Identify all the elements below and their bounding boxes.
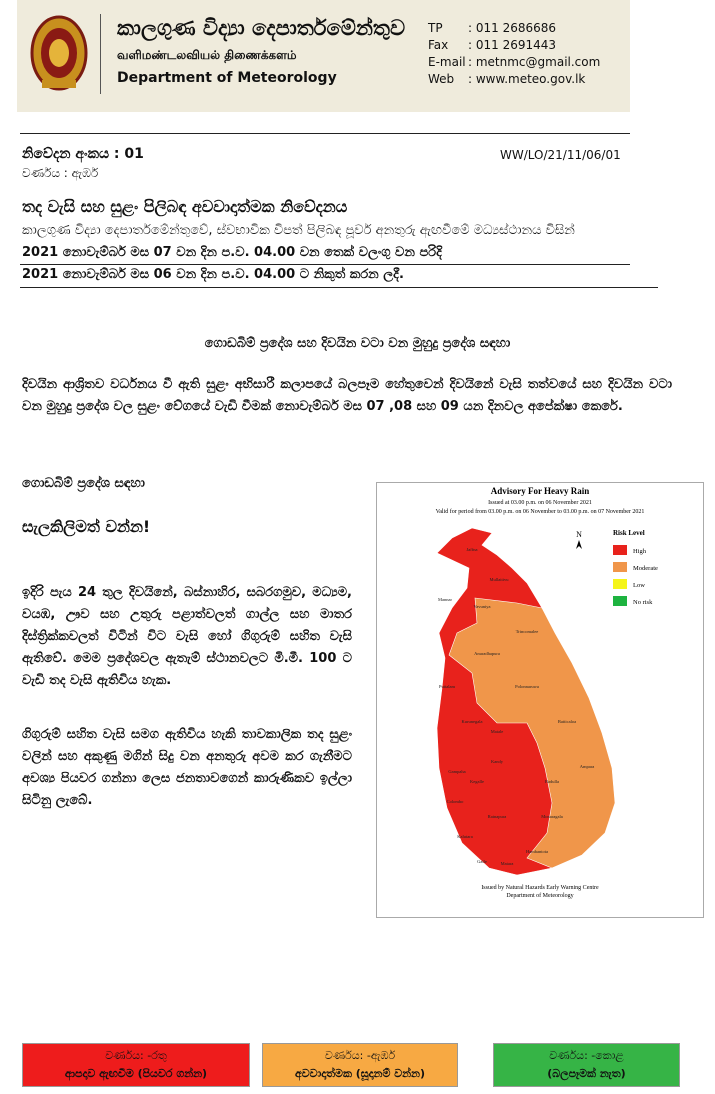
key-level: වර්ණය: -රතු	[105, 1049, 167, 1062]
district-label: Kandy	[491, 759, 504, 764]
map-footer: Issued by Natural Hazards Early Warning …	[481, 885, 599, 891]
contact-label: Web	[428, 72, 455, 86]
district-label: Gampaha	[448, 769, 465, 774]
district-label: Matara	[501, 861, 514, 866]
section-heading: ගොඩබිම් ප්‍රදේශ සහ දිවයින වටා වන මුහුදු …	[204, 336, 511, 351]
header-divider	[100, 14, 101, 94]
key-meaning: ආපදාව ඇඟවීම (පියවර ගන්න)	[64, 1067, 208, 1080]
contact-value: : 011 2686686	[468, 21, 557, 35]
map-valid: Valid for period from 03.00 p.m. on 06 N…	[436, 508, 645, 515]
notice-level: වර්ණය : ඇඹර්	[22, 166, 99, 180]
legend: High Moderate Low No risk	[613, 545, 658, 606]
alert: සැලකිලිමත් වන්න!	[22, 517, 151, 536]
legend-label: Low	[633, 582, 645, 589]
rule	[20, 264, 630, 265]
district-labels: Jaffna Mullaitivu Mannar Vavuniya Trincomale…	[438, 547, 594, 866]
notice-number: නිවේදන අංකය : 01	[22, 146, 144, 162]
dept-tamil: வளிமண்டலவியல் திணைக்களம்	[117, 48, 297, 62]
district-label: Kurunegala	[462, 719, 483, 724]
notice-line: 2021 නොවැම්බර් මස 07 වන දින ප.ව. 04.00 ව…	[22, 245, 442, 260]
header-band	[17, 0, 630, 112]
rule	[20, 133, 630, 134]
district-label: Kegalle	[470, 779, 484, 784]
contact-label: Fax	[428, 38, 449, 52]
key-box: වර්ණය: -ඇඹර් අවවාදාත්මක (සූදානම් වන්න)	[262, 1043, 458, 1087]
key-level: වර්ණය: -ඇඹර්	[324, 1049, 396, 1062]
district-label: Batticaloa	[558, 719, 576, 724]
dept-english: Department of Meteorology	[117, 70, 337, 86]
paragraph: ඉදිරි පැය 24 තුල දිවයිනේ, බස්නාහිර, සබරග…	[22, 585, 352, 688]
district-label: Polonnaruwa	[515, 684, 539, 689]
district-label: Puttalam	[439, 684, 455, 689]
legend-label: No risk	[633, 599, 653, 606]
rule	[20, 287, 658, 288]
key-meaning: (බලපෑමක් නැත)	[547, 1067, 626, 1080]
district-label: Hambantota	[526, 849, 548, 854]
key-meaning: අවවාදාත්මක (සූදානම් වන්න)	[295, 1067, 425, 1080]
contact-label: TP	[428, 21, 443, 35]
district-label: Ratnapura	[488, 814, 507, 819]
district-label: Trincomalee	[516, 629, 539, 634]
legend-swatch	[613, 596, 627, 606]
notice-reference: WW/LO/21/11/06/01	[500, 148, 621, 162]
district-label: Jaffna	[467, 547, 478, 552]
map-title: Advisory For Heavy Rain	[491, 486, 590, 496]
notice-title: තද වැසි සහ සුළං පිලිබඳ අවවාදාත්මක නිවේදන…	[22, 197, 348, 216]
north-arrow	[576, 540, 582, 549]
map-footer: Department of Meteorology	[506, 892, 573, 899]
key-box: වර්ණය: -කොළ (බලපෑමක් නැත)	[493, 1043, 680, 1087]
advisory-map: Advisory For Heavy Rain Issued at 03.00 …	[376, 482, 704, 918]
district-label: Monaragala	[541, 814, 563, 819]
emblem	[30, 15, 88, 91]
contact-value: : metnmc@gmail.com	[468, 55, 601, 69]
district-label: Ampara	[580, 764, 595, 769]
district-label: Mullaitivu	[490, 577, 510, 582]
key-box: වර්ණය: -රතු ආපදාව ඇඟවීම (පියවර ගන්න)	[22, 1043, 250, 1087]
key-level: වර්ණය: -කොළ	[549, 1049, 624, 1062]
district-label: Galle	[477, 859, 487, 864]
contact-value: : 011 2691443	[468, 38, 557, 52]
legend-label: Moderate	[633, 565, 658, 572]
contact-value: : www.meteo.gov.lk	[468, 72, 586, 86]
dept-sinhala: කාලගුණ විද්‍යා දෙපාර්තමේන්තුව	[117, 16, 406, 40]
district-label: Anuradhapura	[474, 651, 500, 656]
map-issued: Issued at 03.00 p.m. on 06 November 2021	[488, 500, 592, 506]
district-label: Mannar	[438, 597, 452, 602]
notice-line: කාලගුණ විද්‍යා දෙපාර්තමේන්තුවේ, ස්වභාවික…	[22, 223, 575, 238]
intro: දිවයින ආශ්‍රිතව වර්ධනය වී ඇති සුළං අභිසා…	[22, 377, 672, 414]
legend-label: High	[633, 548, 647, 555]
district-label: Badulla	[545, 779, 559, 784]
district-label: Matale	[491, 729, 504, 734]
district-label: Vavuniya	[474, 604, 491, 609]
north-label: N	[576, 530, 582, 539]
legend-swatch	[613, 579, 627, 589]
legend-title: Risk Level	[613, 529, 645, 537]
notice-line: 2021 නොවැම්බර් මස 06 වන දින ප.ව. 04.00 ට…	[22, 267, 404, 282]
district-label: Kalutara	[457, 834, 473, 839]
district-label: Colombo	[447, 799, 465, 804]
contact-label: E-mail	[428, 55, 466, 69]
legend-swatch	[613, 545, 627, 555]
island-moderate	[448, 597, 616, 869]
legend-swatch	[613, 562, 627, 572]
land-heading: ගොඩබිම් ප්‍රදේශ සඳහා	[22, 476, 145, 491]
paragraph: ගිගුරුම් සහිත වැසි සමග ඇතිවිය හැකි තාවකා…	[22, 727, 352, 808]
